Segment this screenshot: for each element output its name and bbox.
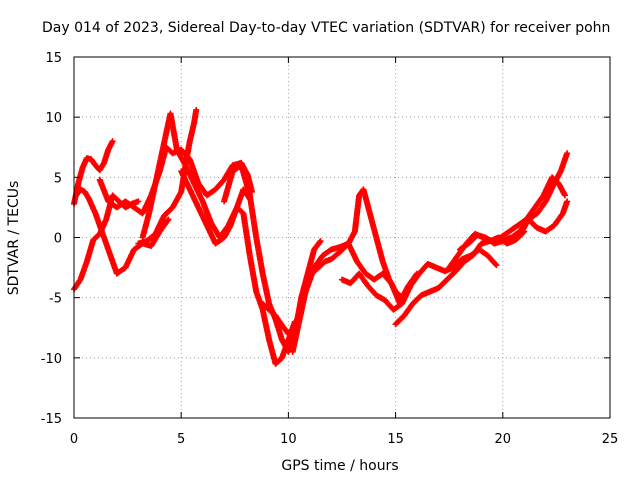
x-tick-label: 25: [602, 432, 619, 447]
y-tick-label: 5: [54, 171, 62, 186]
x-tick-label: 5: [177, 432, 185, 447]
data-series: [499, 198, 571, 245]
data-point: [317, 238, 324, 245]
axis-ticks: 0 5 10 15 20 25 -15 -10 -5 0 5 10 15: [41, 51, 619, 447]
y-tick-label: -10: [41, 352, 62, 367]
data-series: [339, 246, 500, 313]
x-tick-label: 0: [70, 432, 78, 447]
data-point: [564, 150, 571, 157]
data-point: [561, 192, 568, 199]
data-point: [109, 138, 116, 145]
data-points: [71, 106, 571, 367]
y-tick-label: 15: [45, 51, 62, 66]
data-point: [135, 198, 142, 205]
x-tick-label: 10: [280, 432, 297, 447]
y-tick-label: 0: [54, 232, 62, 247]
data-point: [165, 216, 172, 223]
data-point: [564, 198, 571, 205]
data-point: [492, 261, 499, 268]
y-tick-label: -15: [41, 412, 62, 427]
grid-lines: [74, 57, 610, 418]
data-point: [193, 106, 200, 113]
chart-title: Day 014 of 2023, Sidereal Day-to-day VTE…: [42, 20, 610, 36]
data-point: [316, 239, 323, 246]
data-series: [71, 192, 142, 293]
data-series: [221, 162, 324, 355]
data-series: [289, 240, 403, 355]
data-point: [493, 262, 500, 269]
y-tick-label: 10: [45, 111, 62, 126]
data-series: [71, 138, 116, 207]
x-axis-label: GPS time / hours: [281, 458, 398, 474]
y-axis-label: SDTVAR / TECUs: [6, 181, 22, 296]
y-tick-label: -5: [49, 292, 62, 307]
data-series: [446, 174, 568, 271]
x-tick-label: 20: [495, 432, 512, 447]
x-tick-label: 15: [387, 432, 404, 447]
